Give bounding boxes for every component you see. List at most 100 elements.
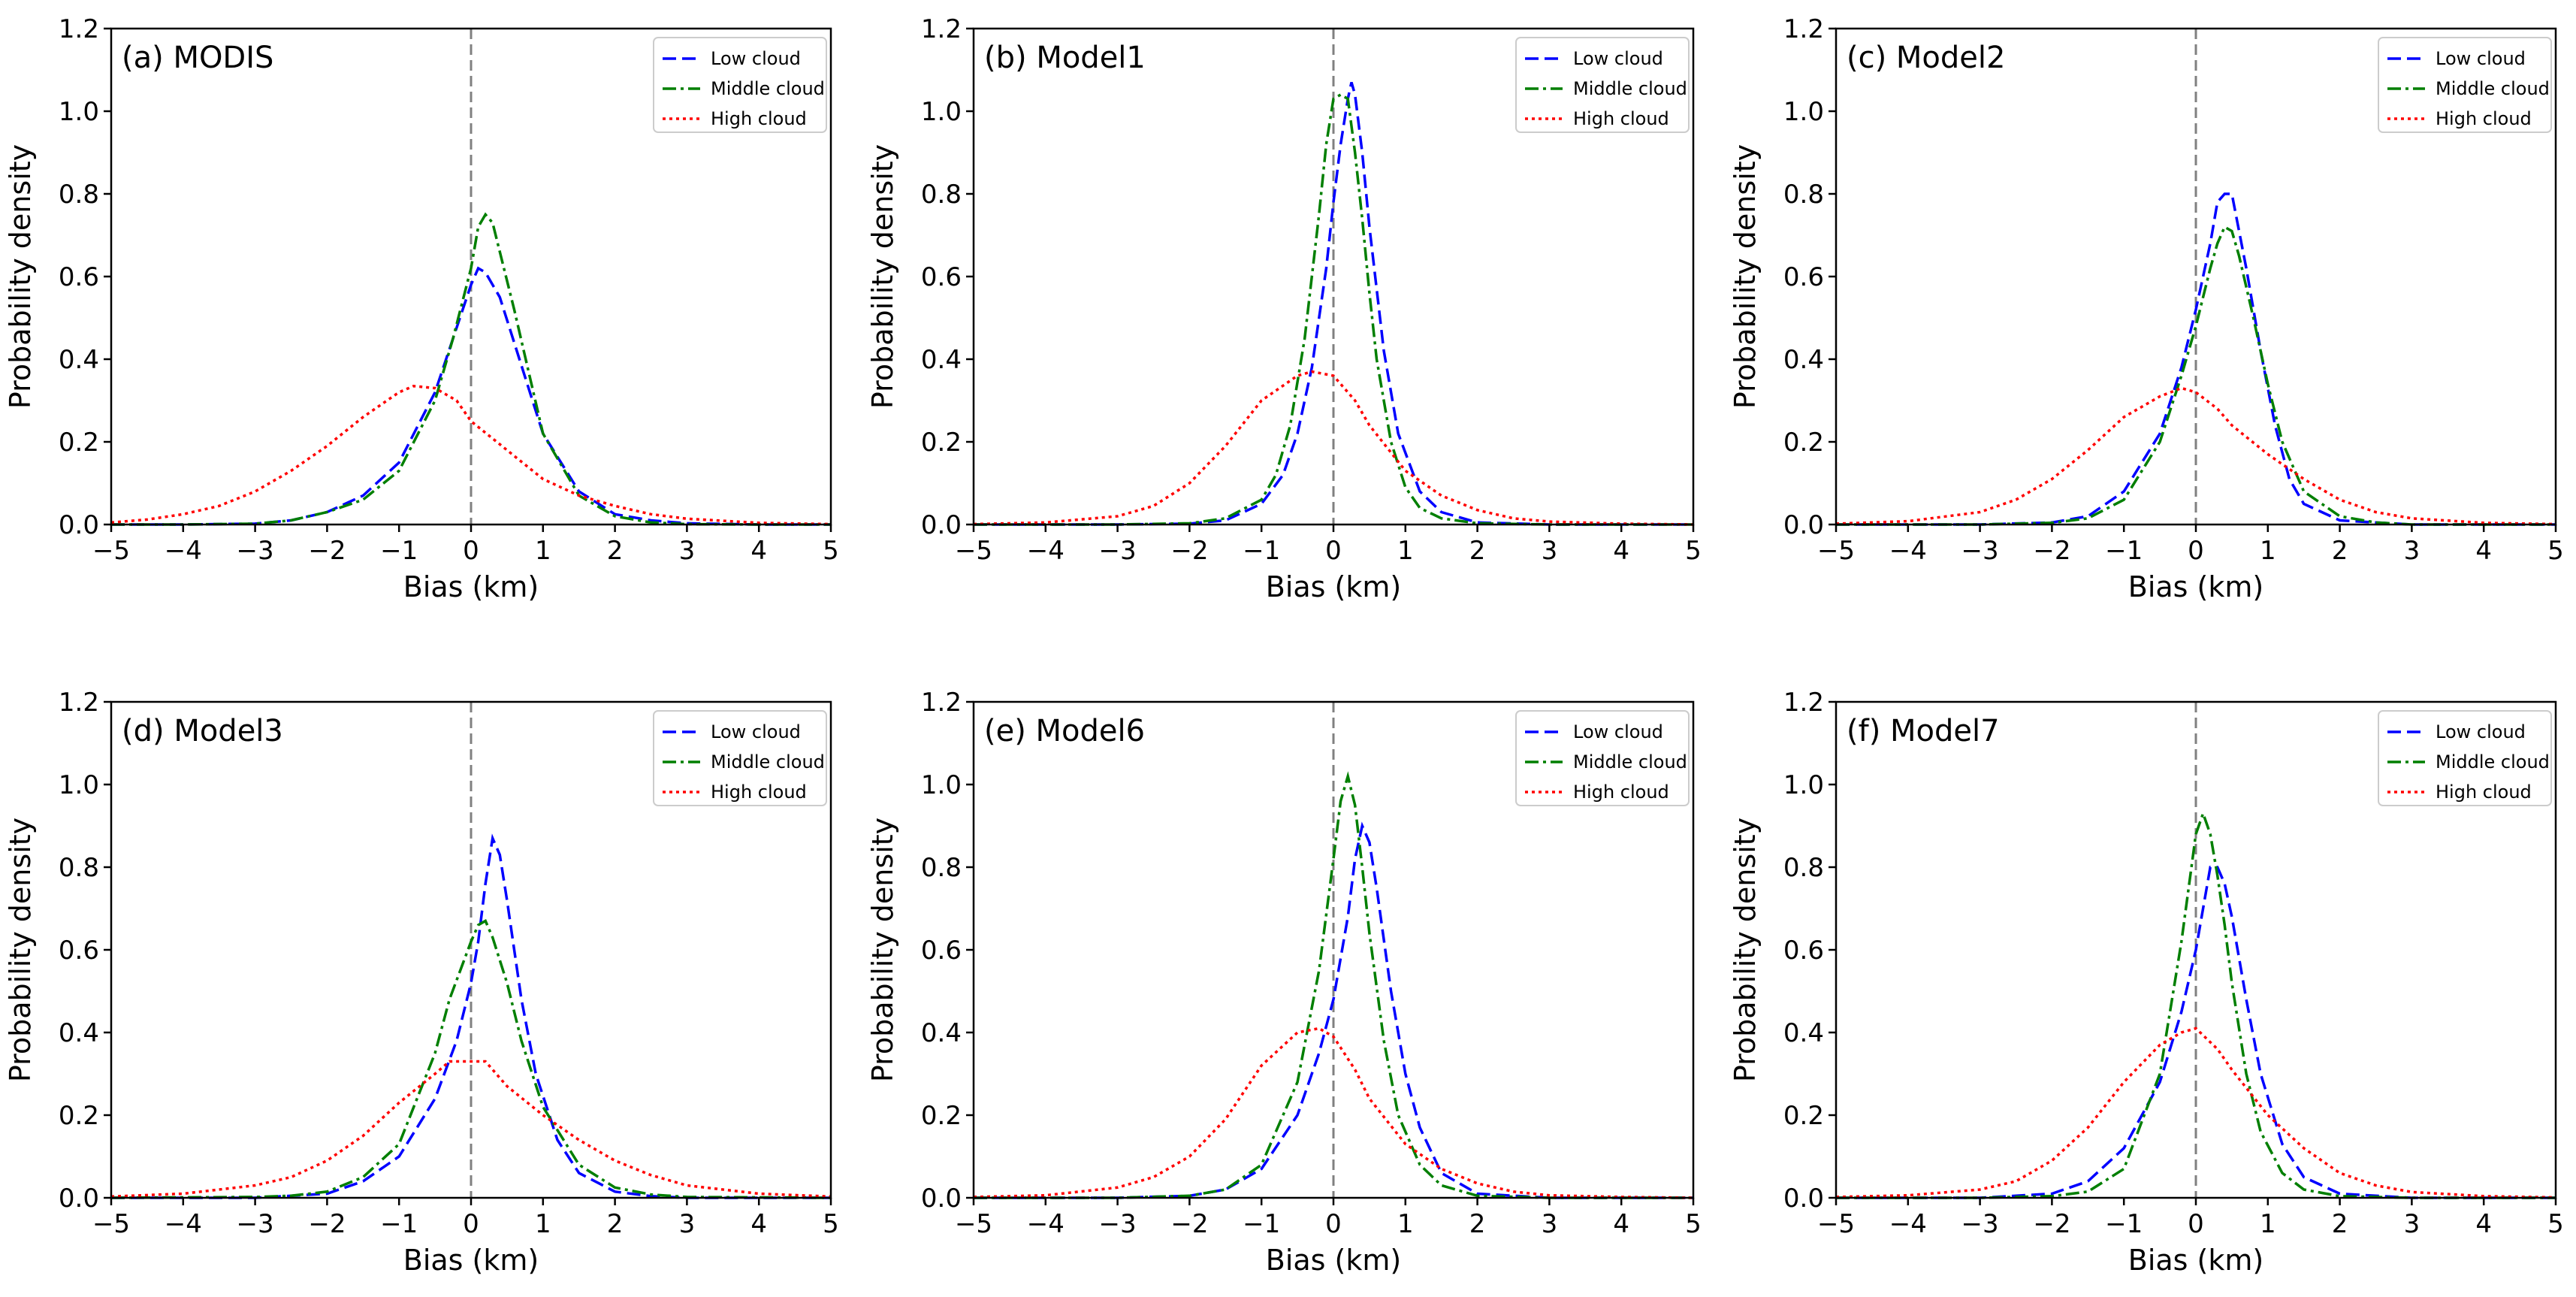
y-tick-label: 1.0 — [59, 770, 99, 800]
y-tick-label: 0.6 — [1783, 936, 1824, 966]
y-tick-label: 0.8 — [59, 180, 99, 210]
x-tick-label: 1 — [2260, 1209, 2276, 1239]
legend-label-high: High cloud — [711, 782, 807, 803]
x-axis-label: Bias (km) — [403, 570, 539, 603]
x-tick-label: −1 — [380, 536, 418, 566]
legend-box — [2378, 37, 2552, 133]
y-axis-label: Probability density — [866, 144, 899, 409]
y-tick-label: 1.2 — [59, 688, 99, 718]
x-axis-label: Bias (km) — [1266, 1244, 1401, 1277]
x-tick-label: −4 — [1889, 1209, 1927, 1239]
y-tick-label: 0.2 — [59, 1101, 99, 1131]
panel-title: (f) Model7 — [1847, 714, 2000, 748]
legend: Low cloud Middle cloud High cloud — [2378, 37, 2552, 133]
panel-4: −5 −4 −3 −2 −1 0 1 2 3 4 5 0.0 0.2 0.4 0.6 0.8 1.0 1.2 Bia… — [4, 688, 839, 1277]
panel-2: −5 −4 −3 −2 −1 0 1 2 3 4 5 0.0 0.2 0.4 0.6 0.8 1.0 1.2 Bia… — [866, 14, 1702, 603]
legend-box — [1515, 37, 1690, 133]
x-tick-label: −3 — [1961, 536, 1999, 566]
x-tick-label: 4 — [750, 1209, 767, 1239]
legend-label-middle: Middle cloud — [1573, 751, 1687, 772]
y-tick-label: 0.2 — [1783, 428, 1824, 458]
x-tick-label: −1 — [1243, 1209, 1280, 1239]
y-axis-label: Probability density — [4, 818, 37, 1082]
y-tick-label: 0.0 — [921, 510, 962, 540]
x-tick-label: 0 — [463, 1209, 479, 1239]
legend-label-middle: Middle cloud — [1573, 78, 1687, 99]
y-tick-label: 1.2 — [1783, 688, 1824, 718]
x-tick-label: 4 — [2475, 1209, 2492, 1239]
x-tick-label: −1 — [1243, 536, 1280, 566]
x-tick-label: 2 — [607, 1209, 624, 1239]
y-tick-label: 0.2 — [921, 1101, 962, 1131]
x-axis-label: Bias (km) — [1266, 570, 1401, 603]
x-tick-label: −4 — [165, 536, 202, 566]
y-tick-label: 0.0 — [921, 1184, 962, 1214]
legend-label-middle: Middle cloud — [711, 751, 825, 772]
x-tick-label: −5 — [92, 1209, 130, 1239]
panel-title: (e) Model6 — [984, 714, 1145, 748]
x-tick-label: 5 — [2547, 1209, 2564, 1239]
x-tick-label: 3 — [679, 1209, 696, 1239]
x-tick-label: −4 — [1889, 536, 1927, 566]
x-tick-label: 2 — [2332, 1209, 2348, 1239]
y-tick-label: 1.2 — [921, 688, 962, 718]
panel-title: (c) Model2 — [1847, 41, 2005, 75]
y-tick-label: 0.8 — [921, 853, 962, 883]
x-tick-label: 2 — [1469, 536, 1486, 566]
legend: Low cloud Middle cloud High cloud — [1515, 710, 1690, 806]
y-tick-label: 1.0 — [921, 97, 962, 127]
x-tick-label: 5 — [1685, 1209, 1702, 1239]
y-tick-label: 0.4 — [59, 345, 99, 375]
x-tick-label: −2 — [1170, 1209, 1208, 1239]
x-tick-label: −2 — [308, 1209, 346, 1239]
x-tick-label: 3 — [679, 536, 696, 566]
y-tick-label: 0.6 — [921, 262, 962, 292]
series-line-low — [111, 833, 831, 1199]
panel-3: −5 −4 −3 −2 −1 0 1 2 3 4 5 0.0 0.2 0.4 0.6 0.8 1.0 1.2 Bia… — [1729, 14, 2564, 603]
x-tick-label: −5 — [955, 536, 992, 566]
x-tick-label: 4 — [750, 536, 767, 566]
y-tick-label: 0.0 — [59, 1184, 99, 1214]
panel-1: −5 −4 −3 −2 −1 0 1 2 3 4 5 0.0 0.2 0.4 0.6 0.8 1.0 1.2 Bia… — [4, 14, 839, 603]
panel-title: (b) Model1 — [984, 41, 1146, 75]
y-tick-label: 0.0 — [59, 510, 99, 540]
y-tick-label: 0.4 — [1783, 1018, 1824, 1048]
x-tick-label: 2 — [1469, 1209, 1486, 1239]
series-line-high — [1835, 1026, 2556, 1199]
x-tick-label: −3 — [1099, 536, 1137, 566]
legend-label-low: Low cloud — [2436, 721, 2526, 742]
x-tick-label: 2 — [607, 536, 624, 566]
x-tick-label: −2 — [1170, 536, 1208, 566]
x-tick-label: −5 — [1817, 536, 1855, 566]
x-tick-label: 4 — [1613, 1209, 1629, 1239]
x-tick-label: 4 — [2475, 536, 2492, 566]
series-line-middle — [1836, 809, 2556, 1199]
legend: Low cloud Middle cloud High cloud — [2378, 710, 2552, 806]
y-tick-label: 0.2 — [921, 428, 962, 458]
y-tick-label: 0.8 — [59, 853, 99, 883]
legend-label-middle: Middle cloud — [2436, 751, 2550, 772]
x-tick-label: 3 — [1542, 1209, 1558, 1239]
legend-label-low: Low cloud — [711, 721, 801, 742]
y-tick-label: 1.2 — [921, 14, 962, 44]
legend-label-high: High cloud — [711, 108, 807, 129]
series-line-middle — [974, 92, 1693, 526]
series-line-middle — [111, 212, 831, 526]
series-line-high — [110, 385, 832, 526]
legend-label-high: High cloud — [1573, 108, 1669, 129]
legend: Low cloud Middle cloud High cloud — [653, 37, 827, 133]
y-tick-label: 0.8 — [1783, 853, 1824, 883]
series-line-low — [1836, 866, 2556, 1199]
x-tick-label: 5 — [1685, 536, 1702, 566]
x-tick-label: −3 — [237, 1209, 274, 1239]
panel-title: (d) Model3 — [122, 714, 283, 748]
x-tick-label: 3 — [1542, 536, 1558, 566]
y-axis-label: Probability density — [1729, 144, 1762, 409]
y-tick-label: 0.4 — [921, 1018, 962, 1048]
y-tick-label: 0.4 — [59, 1018, 99, 1048]
x-tick-label: 0 — [2188, 536, 2204, 566]
x-tick-label: 0 — [1325, 536, 1342, 566]
legend-label-low: Low cloud — [1573, 48, 1663, 69]
y-tick-label: 1.2 — [1783, 14, 1824, 44]
